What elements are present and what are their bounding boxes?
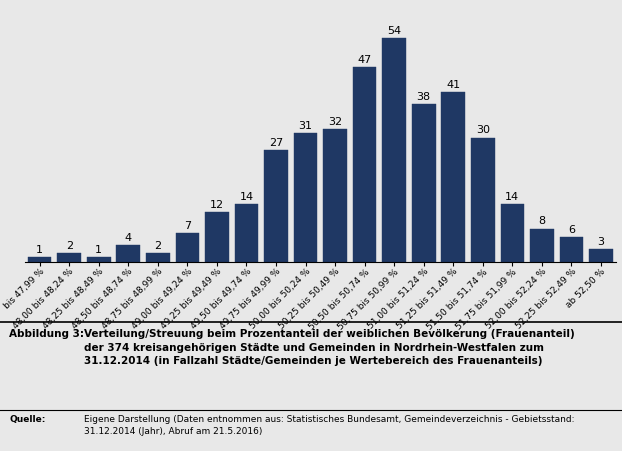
Bar [116, 245, 140, 262]
Bar [560, 237, 583, 262]
Text: 6: 6 [568, 225, 575, 235]
Text: Eigene Darstellung (Daten entnommen aus: Statistisches Bundesamt, Gemeindeverzei: Eigene Darstellung (Daten entnommen aus:… [84, 415, 575, 436]
Bar [471, 138, 494, 262]
Bar [530, 229, 554, 262]
Text: 27: 27 [269, 138, 283, 148]
Text: 54: 54 [387, 26, 401, 36]
Text: 1: 1 [36, 245, 43, 255]
Bar [412, 105, 435, 262]
Text: Quelle:: Quelle: [9, 415, 45, 424]
Text: 31: 31 [299, 121, 313, 131]
Text: 3: 3 [598, 237, 605, 247]
Text: 14: 14 [505, 192, 519, 202]
Text: 8: 8 [539, 216, 545, 226]
Bar [146, 253, 170, 262]
Bar [442, 92, 465, 262]
Bar [28, 258, 52, 262]
Bar [205, 212, 229, 262]
Bar [234, 204, 258, 262]
Text: 2: 2 [66, 241, 73, 251]
Bar [353, 67, 376, 262]
Bar [57, 253, 81, 262]
Bar [323, 129, 347, 262]
Text: 1: 1 [95, 245, 102, 255]
Bar [294, 133, 317, 262]
Text: Abbildung 3:: Abbildung 3: [9, 329, 85, 339]
Text: 14: 14 [239, 192, 254, 202]
Bar [87, 258, 111, 262]
Text: 32: 32 [328, 117, 342, 127]
Text: 4: 4 [125, 233, 132, 243]
Bar [175, 233, 199, 262]
Bar [383, 38, 406, 262]
Text: 30: 30 [476, 125, 490, 135]
Text: Verteilung/Streuung beim Prozentanteil der weiblichen Bevölkerung (Frauenanteil): Verteilung/Streuung beim Prozentanteil d… [84, 329, 575, 366]
Bar [589, 249, 613, 262]
Text: 38: 38 [417, 92, 431, 102]
Text: 7: 7 [184, 221, 191, 230]
Text: 2: 2 [154, 241, 161, 251]
Bar [264, 150, 288, 262]
Text: 41: 41 [446, 80, 460, 90]
Text: 47: 47 [358, 55, 372, 65]
Bar [501, 204, 524, 262]
Text: 12: 12 [210, 200, 224, 210]
